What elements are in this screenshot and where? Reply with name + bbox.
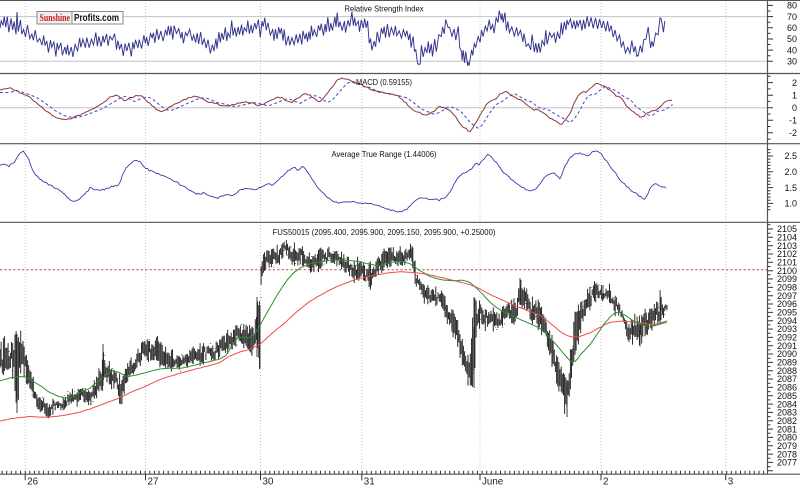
svg-text:2093: 2093 — [777, 324, 797, 334]
svg-text:2085: 2085 — [777, 391, 797, 401]
svg-text:31: 31 — [364, 477, 375, 487]
svg-text:2080: 2080 — [777, 433, 797, 443]
svg-text:2079: 2079 — [777, 441, 797, 451]
svg-text:2097: 2097 — [777, 291, 797, 301]
svg-text:2086: 2086 — [777, 383, 797, 393]
svg-text:2077: 2077 — [777, 458, 797, 468]
svg-text:1.0: 1.0 — [784, 199, 797, 209]
svg-text:2096: 2096 — [777, 299, 797, 309]
svg-text:2078: 2078 — [777, 449, 797, 459]
svg-text:2082: 2082 — [777, 416, 797, 426]
svg-text:2089: 2089 — [777, 358, 797, 368]
svg-text:June: June — [482, 477, 504, 487]
svg-text:2103: 2103 — [777, 241, 797, 251]
svg-text:Profits.com: Profits.com — [74, 13, 119, 24]
svg-text:Relative Strength Index: Relative Strength Index — [345, 4, 425, 14]
svg-text:70: 70 — [787, 12, 797, 22]
svg-text:2.5: 2.5 — [784, 151, 797, 161]
svg-text:-2: -2 — [789, 128, 797, 138]
svg-text:2095: 2095 — [777, 308, 797, 318]
svg-text:80: 80 — [787, 1, 797, 11]
svg-text:2094: 2094 — [777, 316, 797, 326]
svg-text:30: 30 — [787, 57, 797, 67]
svg-text:2100: 2100 — [777, 266, 797, 276]
svg-text:-1: -1 — [789, 116, 797, 126]
svg-text:2088: 2088 — [777, 366, 797, 376]
svg-text:1: 1 — [792, 90, 797, 100]
svg-text:FUS50015 (2095.400, 2095.900,: FUS50015 (2095.400, 2095.900, 2095.150, … — [273, 227, 496, 237]
svg-text:3: 3 — [728, 477, 734, 487]
svg-text:2099: 2099 — [777, 274, 797, 284]
svg-text:MACD (0.59155): MACD (0.59155) — [356, 77, 412, 87]
svg-text:0: 0 — [792, 103, 797, 113]
svg-text:27: 27 — [148, 477, 159, 487]
svg-text:1.5: 1.5 — [784, 183, 797, 193]
svg-text:2092: 2092 — [777, 333, 797, 343]
svg-text:2084: 2084 — [777, 399, 797, 409]
svg-text:2105: 2105 — [777, 224, 797, 234]
svg-text:2083: 2083 — [777, 408, 797, 418]
svg-text:2090: 2090 — [777, 349, 797, 359]
svg-text:50: 50 — [787, 34, 797, 44]
svg-text:2098: 2098 — [777, 283, 797, 293]
svg-text:2: 2 — [792, 78, 797, 88]
svg-text:2101: 2101 — [777, 258, 797, 268]
svg-text:Sunshine: Sunshine — [40, 13, 71, 24]
svg-text:Average True Range (1.44006): Average True Range (1.44006) — [332, 149, 437, 159]
svg-text:2.0: 2.0 — [784, 167, 797, 177]
svg-text:2087: 2087 — [777, 374, 797, 384]
svg-text:30: 30 — [263, 477, 274, 487]
svg-text:2102: 2102 — [777, 249, 797, 259]
svg-text:26: 26 — [27, 477, 38, 487]
svg-text:2081: 2081 — [777, 424, 797, 434]
svg-text:2091: 2091 — [777, 341, 797, 351]
svg-text:40: 40 — [787, 45, 797, 55]
svg-text:2: 2 — [603, 477, 608, 487]
svg-text:2104: 2104 — [777, 233, 797, 243]
svg-text:60: 60 — [787, 23, 797, 33]
